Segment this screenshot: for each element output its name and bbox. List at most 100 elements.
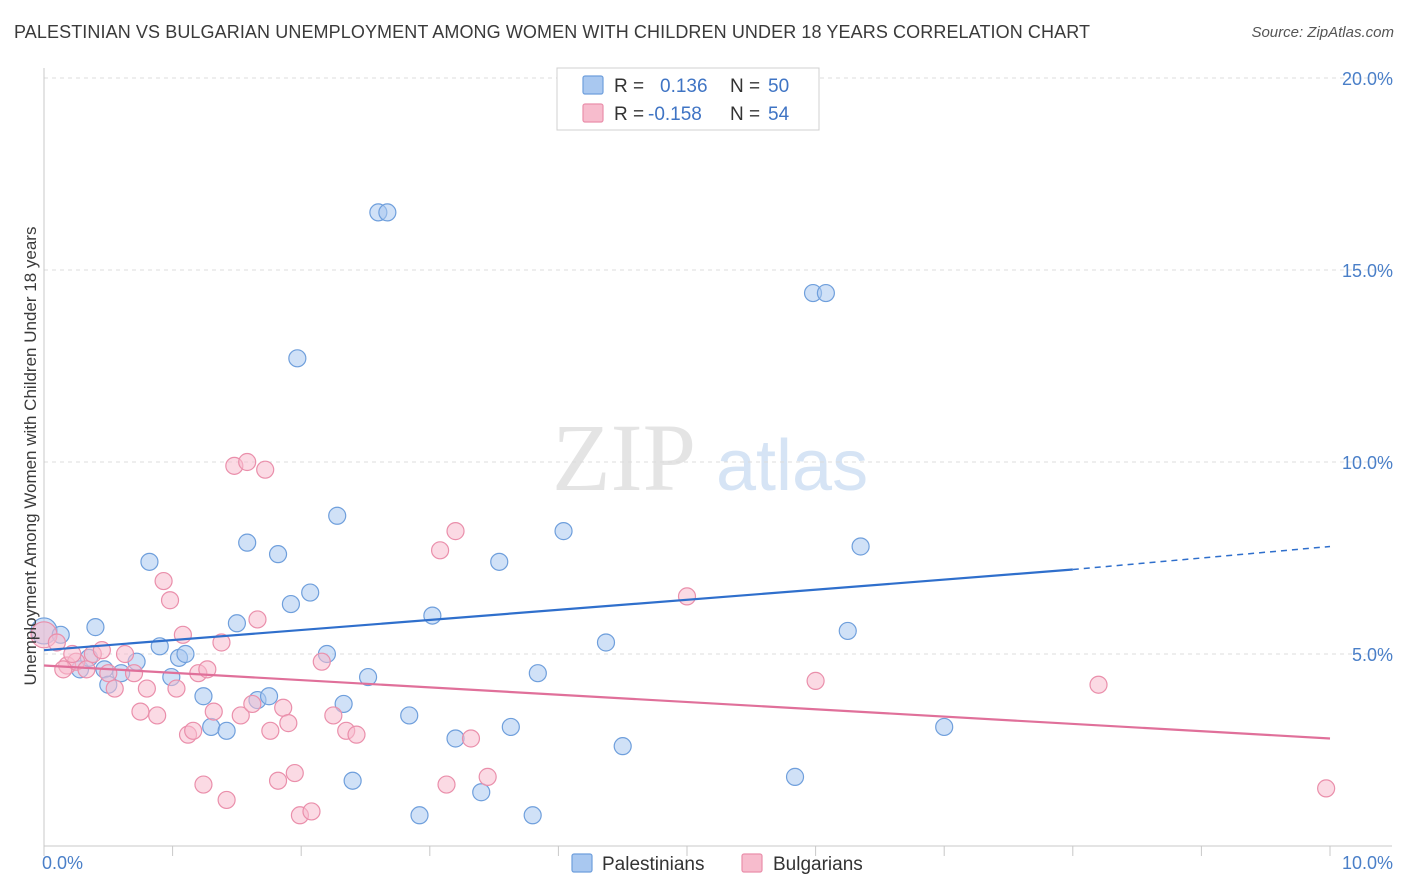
palestinians-point-25: [334, 694, 353, 714]
bulgarians-point-39: [312, 652, 331, 671]
gridlines: [44, 77, 1392, 655]
palestinians-point-18: [259, 687, 279, 706]
legend-n-label-1: N =: [730, 76, 760, 97]
bulgarians-point-42: [347, 725, 366, 744]
bulgarians-point-14: [154, 571, 173, 591]
palestinians-point-16: [238, 533, 257, 552]
bulgarians-point-45: [446, 522, 465, 541]
palestinians-point-42: [785, 767, 805, 786]
bulgarians-point-25: [217, 790, 236, 810]
legend-n-value-2: 54: [768, 104, 790, 125]
chart-title: PALESTINIAN VS BULGARIAN UNEMPLOYMENT AM…: [14, 22, 1091, 42]
palestinians-point-46: [851, 537, 870, 556]
legend-n-label-2: N =: [730, 104, 760, 125]
palestinians-points: [30, 203, 954, 825]
bulgarians-point-28: [238, 452, 257, 472]
palestinians-point-29: [378, 203, 397, 222]
palestinians-point-14: [217, 721, 236, 740]
palestinians-point-44: [816, 283, 835, 303]
bulgarians-point-12: [137, 679, 156, 698]
bulgarians-point-35: [279, 714, 298, 733]
x-tick-label-1: 10.0%: [1342, 853, 1393, 873]
bulgarians-point-27: [231, 706, 250, 725]
bulgarians-point-48: [677, 587, 697, 606]
bulgarians-point-47: [478, 767, 497, 786]
bulgarians-point-11: [131, 702, 150, 721]
palestinians-point-32: [423, 606, 442, 625]
watermark-atlas: atlas: [716, 426, 868, 506]
palestinians-point-15: [227, 614, 246, 633]
bulgarians-trend-line: [43, 664, 1331, 740]
palestinians-point-37: [523, 806, 542, 825]
palestinians-point-31: [410, 806, 429, 825]
palestinians-point-41: [613, 737, 632, 756]
bulgarians-point-50: [1089, 675, 1108, 694]
bulgarians-point-23: [204, 702, 223, 721]
y-tick-label-1: 10.0%: [1342, 453, 1393, 473]
bulgarians-point-1: [47, 633, 66, 652]
bulgarians-point-51: [1317, 779, 1336, 798]
palestinians-point-11: [176, 644, 195, 664]
palestinians-point-47: [935, 717, 954, 737]
palestinians-point-20: [281, 594, 301, 614]
bulgarians-point-15: [160, 591, 180, 610]
series-legend: Palestinians Bulgarians: [571, 853, 863, 875]
y-tick-label-3: 20.0%: [1342, 69, 1393, 89]
bulgarians-point-53: [54, 660, 73, 679]
bulgarians-point-34: [274, 698, 293, 717]
series-legend-swatch-palestinians: [571, 853, 593, 873]
legend-swatch-bulgarians: [582, 103, 604, 123]
y-tick-label-2: 15.0%: [1342, 261, 1393, 281]
palestinians-point-35: [490, 552, 509, 571]
palestinians-point-2: [86, 618, 105, 637]
palestinians-point-30: [400, 706, 419, 725]
legend-r-value-2: -0.158: [648, 104, 702, 125]
palestinians-point-26: [343, 771, 362, 790]
bulgarians-point-40: [324, 706, 343, 725]
bulgarians-point-46: [461, 729, 481, 748]
palestinians-point-34: [472, 783, 491, 802]
correlation-legend: R = 0.136 N = 50 R = -0.158 N = 54: [556, 67, 820, 131]
bulgarians-point-43: [430, 541, 450, 560]
trend-lines: [43, 545, 1331, 740]
bulgarians-point-13: [148, 706, 167, 725]
series-legend-swatch-bulgarians: [741, 853, 763, 873]
legend-swatch-palestinians: [582, 75, 604, 95]
palestinians-point-21: [288, 349, 307, 368]
y-axis-label: Unemployment Among Women with Children U…: [21, 227, 40, 686]
bulgarians-point-52: [63, 644, 82, 664]
bulgarians-point-49: [806, 671, 825, 690]
axes: [43, 68, 1392, 856]
palestinians-point-22: [301, 583, 320, 602]
bulgarians-point-8: [105, 679, 124, 698]
palestinians-point-13: [202, 717, 221, 737]
bulgarians-point-38: [302, 802, 321, 821]
x-tick-label-0: 0.0%: [42, 853, 83, 873]
bulgarians-point-36: [285, 763, 304, 783]
bulgarians-point-30: [248, 610, 267, 629]
legend-r-label-2: R =: [614, 104, 644, 125]
series-legend-bulgarians: Bulgarians: [773, 854, 863, 875]
palestinians-trend-line: [43, 568, 1073, 652]
bulgarians-point-10: [124, 664, 144, 683]
palestinians-point-36: [501, 717, 520, 737]
palestinians-point-24: [328, 506, 347, 525]
bulgarians-point-29: [243, 694, 262, 714]
watermark-zip: ZIP: [552, 404, 696, 511]
bulgarians-point-32: [261, 721, 280, 740]
tick-labels: 5.0% 10.0% 15.0% 20.0% 0.0% 10.0%: [42, 69, 1393, 873]
palestinians-point-12: [194, 687, 213, 706]
legend-r-label-1: R =: [614, 76, 644, 97]
bulgarians-point-21: [194, 775, 213, 794]
bulgarians-point-16: [167, 679, 186, 698]
bulgarians-point-24: [212, 633, 231, 652]
palestinians-point-33: [446, 729, 465, 748]
legend-r-value-1: 0.136: [660, 76, 708, 97]
palestinians-point-45: [838, 621, 857, 641]
bulgarians-point-44: [437, 775, 456, 794]
bulgarians-point-7: [99, 664, 118, 683]
bulgarians-point-33: [268, 771, 288, 790]
palestinians-point-19: [268, 545, 288, 564]
palestinians-trend-extension: [1072, 545, 1331, 571]
